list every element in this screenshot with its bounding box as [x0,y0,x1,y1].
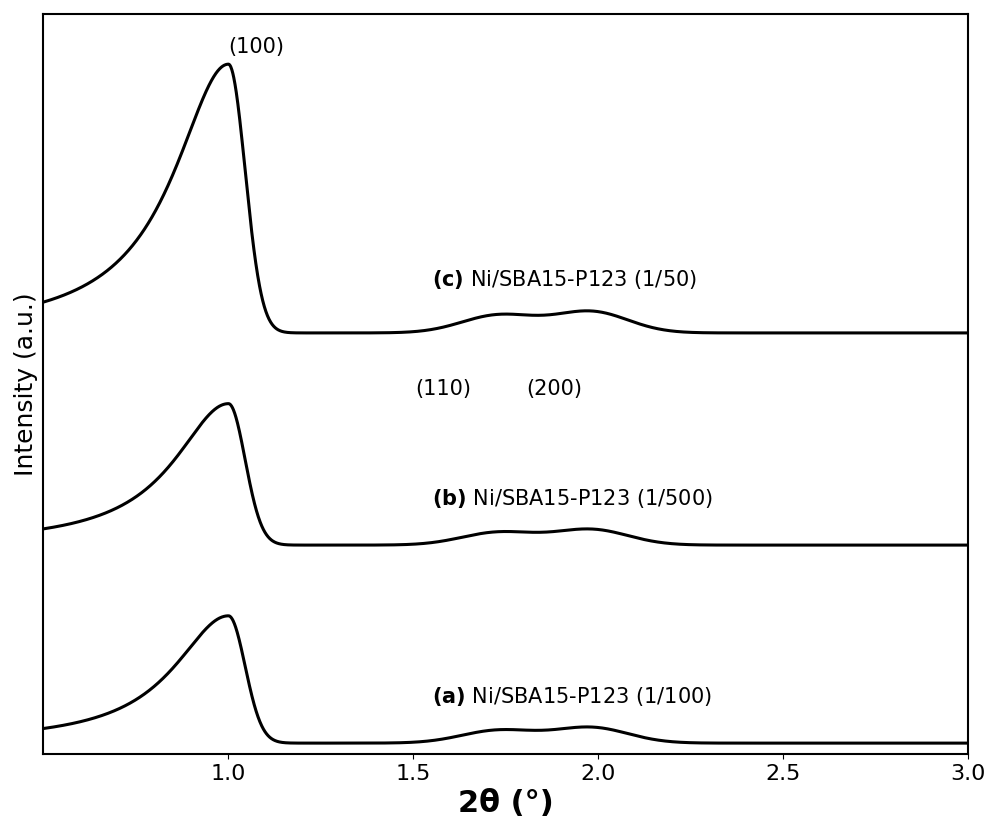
Y-axis label: Intensity (a.u.): Intensity (a.u.) [14,292,38,476]
X-axis label: 2θ (°): 2θ (°) [458,789,554,818]
Text: $\bf{(b)}$ Ni/SBA15-P123 (1/500): $\bf{(b)}$ Ni/SBA15-P123 (1/500) [432,487,713,510]
Text: (100): (100) [228,37,284,57]
Text: (200): (200) [526,379,582,399]
Text: (110): (110) [415,379,471,399]
Text: $\bf{(c)}$ Ni/SBA15-P123 (1/50): $\bf{(c)}$ Ni/SBA15-P123 (1/50) [432,268,697,290]
Text: $\bf{(a)}$ Ni/SBA15-P123 (1/100): $\bf{(a)}$ Ni/SBA15-P123 (1/100) [432,685,712,708]
